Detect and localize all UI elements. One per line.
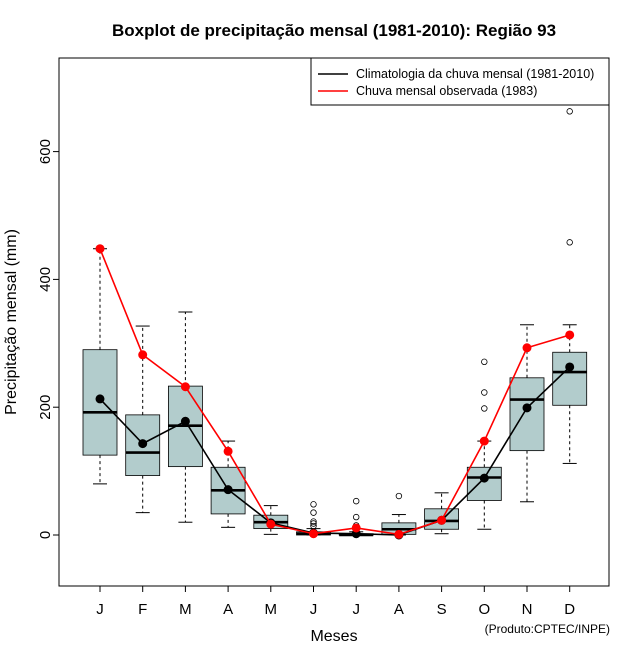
y-tick-label: 200	[37, 395, 54, 420]
observed-point	[522, 343, 532, 353]
y-tick-label: 400	[37, 267, 54, 292]
box-o-9	[466, 358, 502, 530]
outlier-point	[310, 518, 317, 525]
legend-box	[310, 57, 610, 106]
box-n-10	[509, 324, 545, 503]
box-a-7	[381, 492, 417, 536]
observed-point	[223, 446, 233, 456]
observed-point	[565, 330, 575, 340]
observed-point	[266, 519, 276, 529]
observed-point	[351, 523, 361, 533]
x-tick-label: A	[394, 601, 404, 618]
climatology-point	[138, 439, 148, 449]
box-iqr	[509, 377, 545, 452]
legend-label-observed: Chuva mensal observada (1983)	[356, 84, 537, 98]
box-iqr	[466, 466, 502, 501]
climatology-point	[479, 473, 489, 483]
climatology-point	[95, 394, 105, 404]
y-tick-label: 0	[37, 531, 54, 539]
x-tick-label: J	[310, 601, 318, 618]
legend: Climatologia da chuva mensal (1981-2010)…	[310, 57, 610, 106]
plot-frame	[58, 57, 610, 587]
climatology-point	[180, 416, 190, 426]
box-d-11	[552, 108, 588, 464]
box-j-0	[82, 248, 118, 485]
credit-text: (Produto:CPTEC/INPE)	[485, 622, 610, 636]
box-group	[82, 108, 588, 537]
legend-label-climatology: Climatologia da chuva mensal (1981-2010)	[356, 67, 594, 81]
outlier-point	[481, 405, 488, 412]
outlier-point	[310, 509, 317, 516]
outlier-point	[310, 520, 317, 527]
y-axis-label: Precipitação mensal (mm)	[3, 229, 20, 415]
x-tick-label: A	[223, 601, 233, 618]
x-tick-label: M	[265, 601, 278, 618]
outlier-point	[353, 497, 360, 505]
outlier-point	[566, 239, 573, 246]
observed-point	[180, 382, 190, 392]
x-tick-label: S	[437, 601, 447, 618]
outlier-point	[566, 108, 573, 115]
x-tick-label: J	[96, 601, 104, 618]
x-tick-label: D	[564, 601, 575, 618]
outlier-point	[395, 492, 403, 500]
climatology-point	[522, 403, 532, 413]
observed-point	[138, 350, 148, 360]
observed-point	[309, 529, 318, 539]
climatology-line	[99, 366, 571, 536]
box-f-1	[125, 325, 161, 514]
chart-title: Boxplot de precipitação mensal (1981-201…	[112, 21, 556, 40]
outlier-point	[481, 389, 488, 396]
climatology-point	[565, 362, 575, 372]
x-tick-label: J	[352, 601, 360, 618]
observed-line	[99, 248, 570, 536]
outlier-point	[481, 358, 488, 366]
x-axis-label: Meses	[310, 628, 357, 645]
y-tick-label: 600	[37, 139, 54, 164]
climatology-point	[223, 485, 233, 495]
y-axis: 0 200 400 600	[37, 139, 59, 539]
x-tick-label: M	[179, 601, 192, 618]
x-tick-label: O	[478, 601, 490, 618]
series-lines	[95, 244, 575, 540]
outlier-point	[310, 501, 317, 508]
observed-point	[437, 515, 447, 525]
x-tick-label: N	[522, 601, 533, 618]
x-tick-label: F	[138, 601, 147, 618]
observed-point	[394, 529, 404, 539]
outlier-point	[353, 513, 360, 521]
observed-point	[479, 436, 489, 446]
observed-point	[95, 244, 105, 254]
